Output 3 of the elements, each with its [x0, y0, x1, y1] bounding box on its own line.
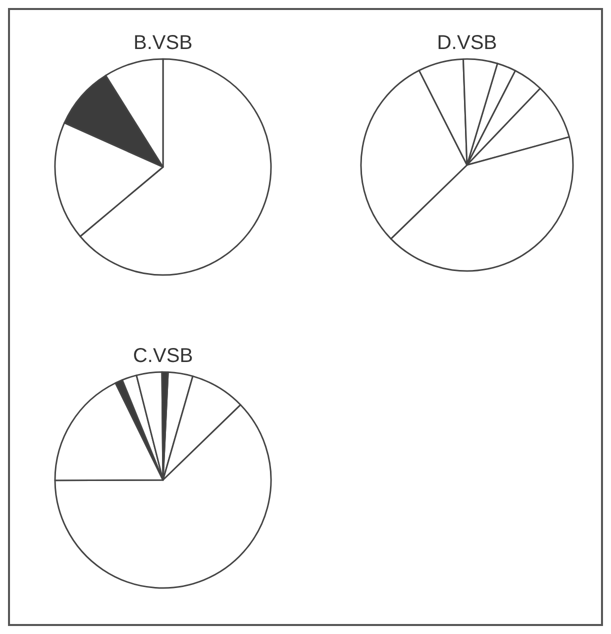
chart-title: C.VSB [132, 345, 194, 367]
chart-title: B.VSB [134, 32, 192, 54]
chart-title: D.VSB [436, 32, 498, 54]
